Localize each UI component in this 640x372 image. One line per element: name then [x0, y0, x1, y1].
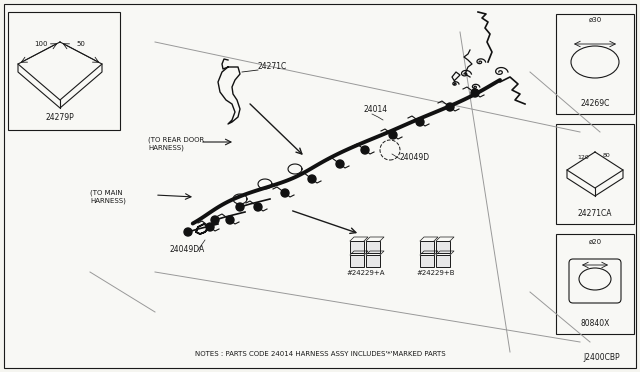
Bar	[366, 241, 380, 253]
Text: 100: 100	[34, 41, 47, 47]
Text: 24014: 24014	[363, 105, 387, 114]
Text: 80840X: 80840X	[580, 319, 610, 328]
Circle shape	[226, 216, 234, 224]
Ellipse shape	[579, 268, 611, 290]
Text: #24229+B: #24229+B	[417, 270, 455, 276]
Bar	[420, 241, 434, 253]
Bar	[420, 255, 434, 267]
Text: (TO MAIN
HARNESS): (TO MAIN HARNESS)	[90, 190, 126, 204]
Text: 24049DA: 24049DA	[170, 245, 205, 254]
Text: NOTES : PARTS CODE 24014 HARNESS ASSY INCLUDES'*'MARKED PARTS: NOTES : PARTS CODE 24014 HARNESS ASSY IN…	[195, 351, 445, 357]
Ellipse shape	[571, 46, 619, 78]
Bar	[350, 241, 364, 253]
Bar	[350, 255, 364, 267]
Circle shape	[471, 89, 479, 97]
Bar	[366, 255, 380, 267]
Text: 50: 50	[76, 41, 85, 47]
Text: 24049D: 24049D	[400, 153, 430, 162]
Text: J2400CBP: J2400CBP	[584, 353, 620, 362]
Circle shape	[254, 203, 262, 211]
Circle shape	[308, 175, 316, 183]
Text: 80: 80	[603, 153, 611, 158]
Circle shape	[206, 223, 214, 231]
Circle shape	[281, 189, 289, 197]
Text: #24229+A: #24229+A	[347, 270, 385, 276]
Bar	[556, 14, 634, 114]
Text: ø30: ø30	[588, 17, 602, 23]
Bar	[8, 12, 120, 130]
Circle shape	[361, 146, 369, 154]
Text: 24269C: 24269C	[580, 99, 610, 108]
Text: (TO REAR DOOR
HARNESS): (TO REAR DOOR HARNESS)	[148, 137, 204, 151]
Circle shape	[236, 203, 244, 211]
FancyBboxPatch shape	[569, 259, 621, 303]
Circle shape	[416, 118, 424, 126]
Circle shape	[389, 131, 397, 139]
Bar	[556, 234, 634, 334]
Text: 24279P: 24279P	[45, 113, 74, 122]
Bar	[436, 255, 450, 267]
Circle shape	[184, 228, 192, 236]
Circle shape	[446, 103, 454, 111]
Circle shape	[336, 160, 344, 168]
Text: 24271CA: 24271CA	[578, 209, 612, 218]
Text: 24271C: 24271C	[258, 62, 287, 71]
Circle shape	[211, 216, 219, 224]
Bar	[556, 124, 634, 224]
Text: ø20: ø20	[588, 239, 602, 245]
Text: 120: 120	[577, 155, 589, 160]
Bar	[436, 241, 450, 253]
